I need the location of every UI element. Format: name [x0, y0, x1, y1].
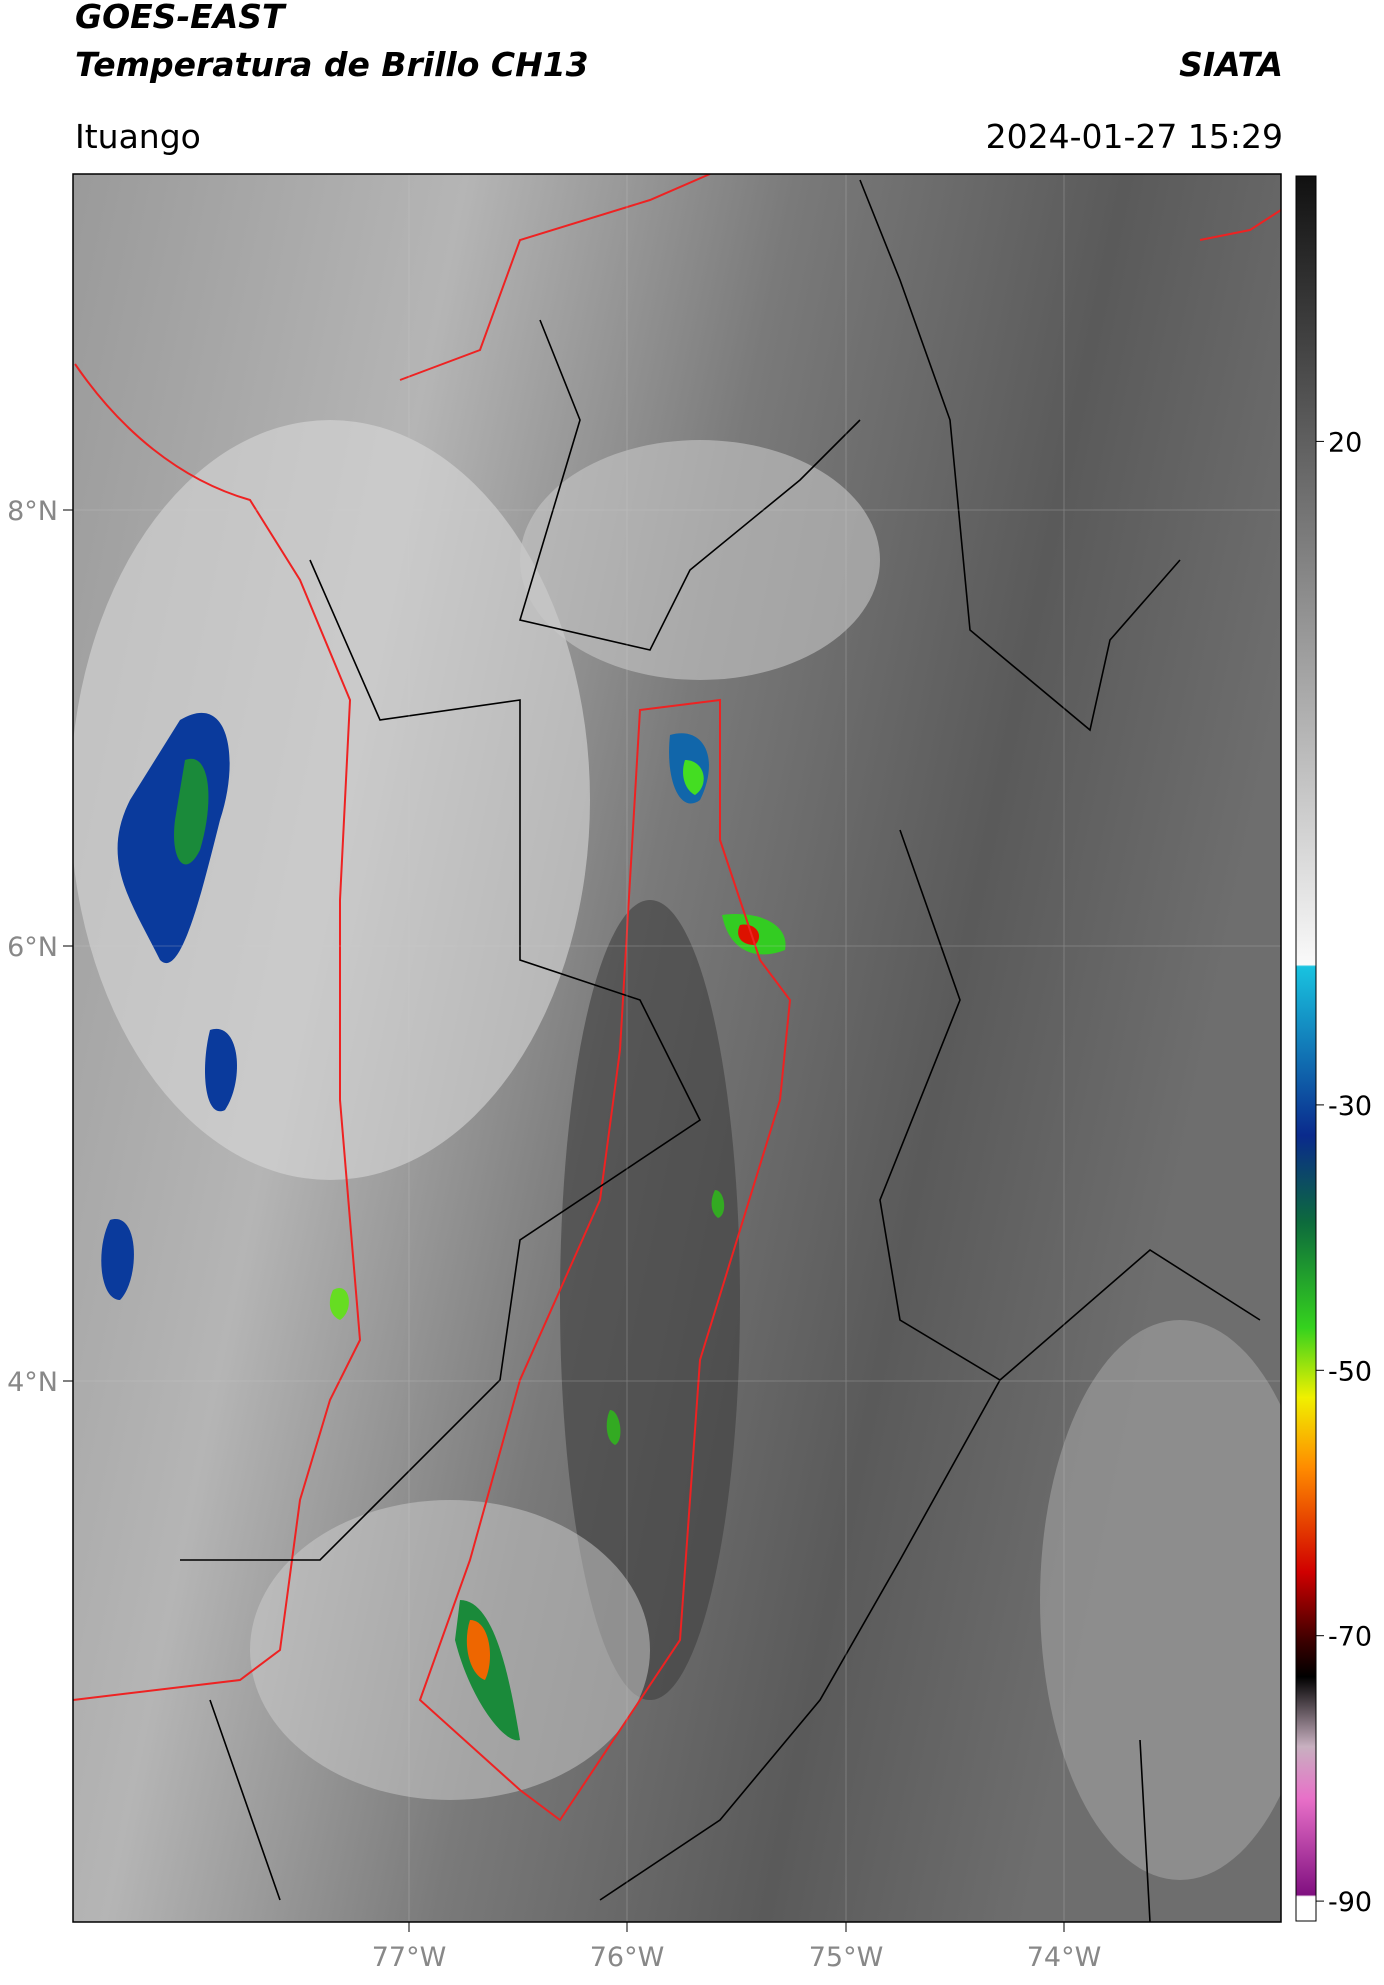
colorbar-label: -50 [1328, 1356, 1372, 1387]
satellite-image [73, 174, 1281, 1922]
lat-label: 4°N [7, 1367, 58, 1398]
satellite: GOES-EAST [75, 0, 287, 36]
colorbar-label: -30 [1328, 1091, 1372, 1122]
lon-label: 76°W [590, 1942, 665, 1973]
lon-label: 77°W [372, 1942, 447, 1973]
timestamp: 2024-01-27 15:29 [986, 117, 1283, 156]
colorbar [1295, 175, 1317, 1922]
colorbar-label: -70 [1328, 1622, 1372, 1653]
lon-label: 75°W [809, 1942, 884, 1973]
lat-label: 8°N [7, 496, 58, 527]
location: Ituango [75, 117, 201, 156]
organization: SIATA [1179, 45, 1283, 84]
lat-label: 6°N [7, 932, 58, 963]
map-frame [72, 173, 1282, 1923]
product: Temperatura de Brillo CH13 [75, 45, 589, 84]
lon-label: 74°W [1027, 1942, 1102, 1973]
colorbar-label: -90 [1328, 1887, 1372, 1918]
colorbar-label: 20 [1328, 427, 1362, 458]
ticks: 8°N 6°N 4°N 77°W 76°W 75°W 74°W 20 -30 -50 -70 -90 [7, 427, 1372, 1973]
